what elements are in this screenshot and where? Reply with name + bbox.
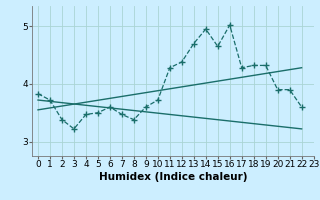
X-axis label: Humidex (Indice chaleur): Humidex (Indice chaleur) xyxy=(99,172,247,182)
